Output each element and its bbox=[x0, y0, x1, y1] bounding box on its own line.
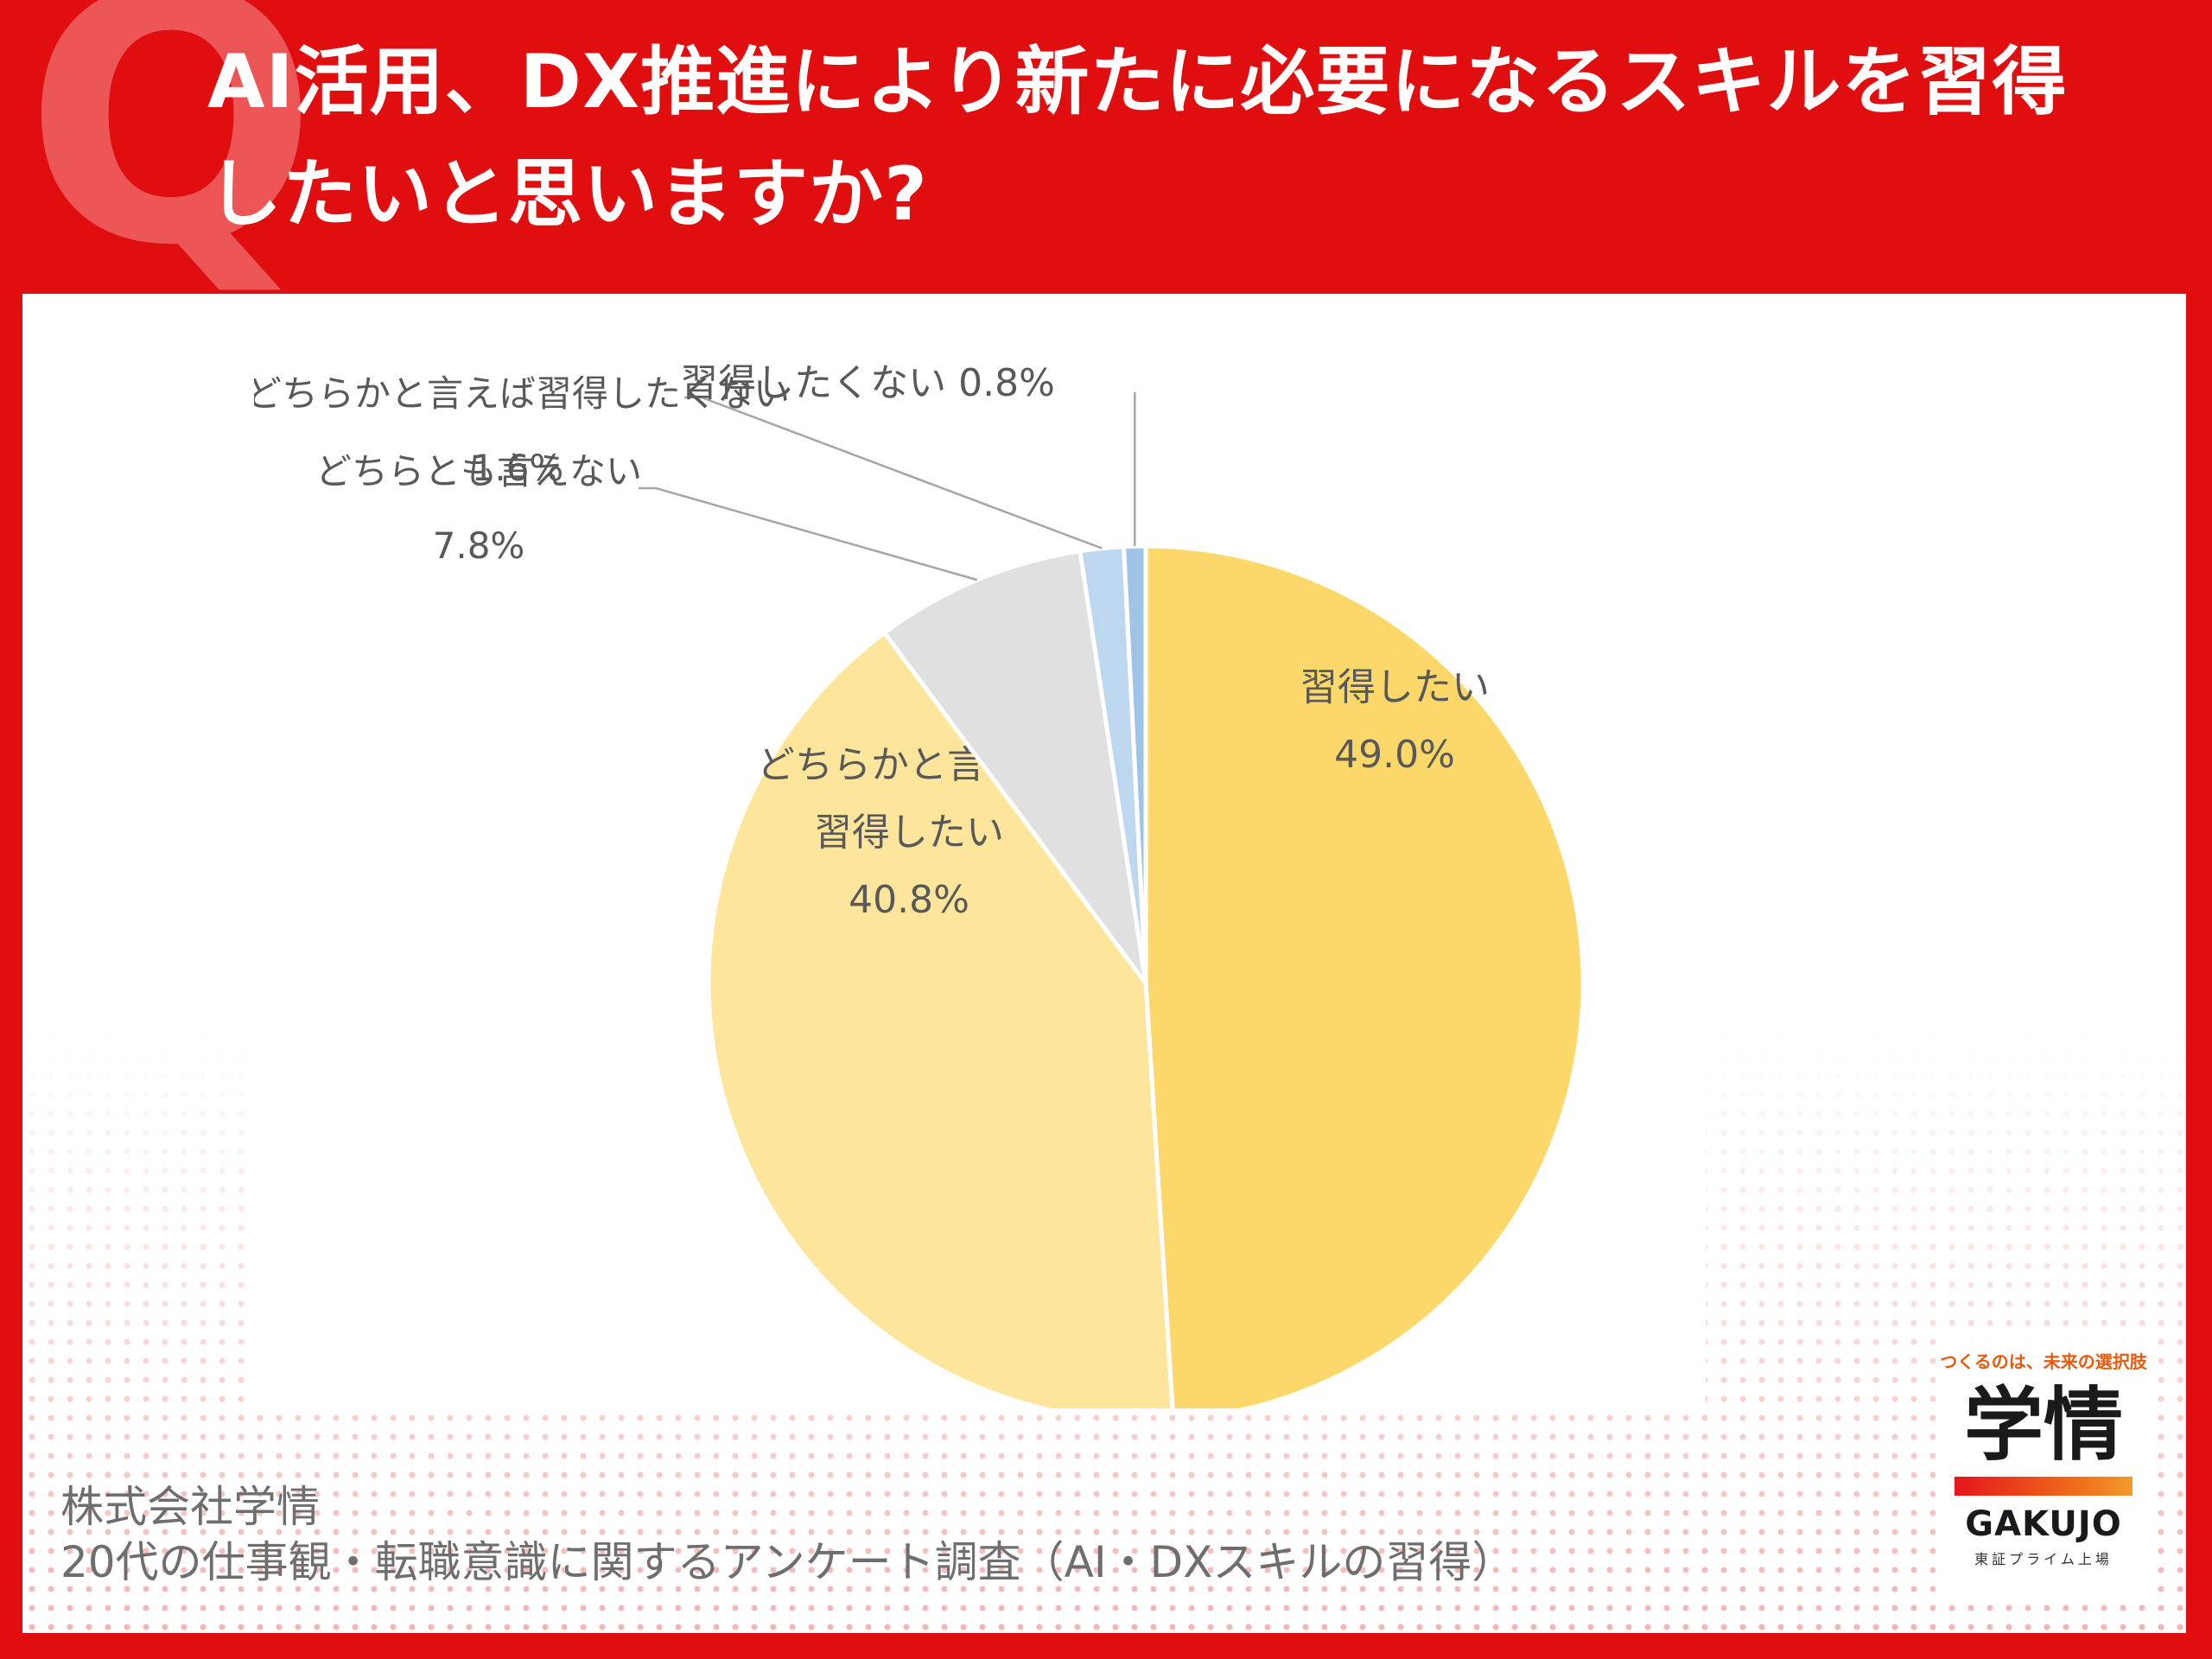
pie-chart: 習得したい49.0%どちらかと言えば習得したい40.8%どちらとも言えない7.8… bbox=[254, 361, 1586, 1408]
logo-gradient-bar bbox=[1955, 1477, 2133, 1496]
logo-kanji: 学情 bbox=[1963, 1379, 2123, 1471]
slice-category-label-dochiraka-shitai: 習得したい bbox=[814, 810, 1004, 855]
content-panel: 習得したい 49.0% どちらかと言えば 習得したい 40.8% どちらとも言えない 7.8… bbox=[22, 294, 2186, 1633]
q-mark: Q bbox=[24, 0, 319, 321]
question-line-2: したいと思いますか? bbox=[207, 151, 928, 238]
pie-chart-area: 習得したい 49.0% どちらかと言えば 習得したい 40.8% どちらとも言えない 7.8… bbox=[254, 354, 1706, 1408]
slice-value-label-shuutoku-shitai: 49.0% bbox=[1334, 733, 1455, 777]
slice-category-label-shuutoku-shitai: 習得したい bbox=[1300, 665, 1490, 709]
question-title: AI活用、DX推進により新たに必要になるスキルを習得 したいと思いますか? bbox=[207, 26, 2195, 251]
footer-source: 株式会社学情 20代の仕事観・転職意識に関するアンケート調査（AI・DXスキルの… bbox=[60, 1479, 1515, 1590]
slice-value-label-dochiraka-shitai: 40.8% bbox=[849, 878, 969, 922]
footer-survey: 20代の仕事観・転職意識に関するアンケート調査（AI・DXスキルの習得） bbox=[60, 1537, 1516, 1587]
logo-tagline: つくるのは、未来の選択肢 bbox=[1940, 1351, 2147, 1372]
gakujo-logo: つくるのは、未来の選択肢 学情 GAKUJO 東証プライム上場 bbox=[1936, 1339, 2152, 1599]
slice-category-label-dochira-tomo: どちらとも言えない bbox=[315, 450, 642, 493]
leader-line-dochiraka-shitakunai bbox=[684, 396, 1103, 550]
leader-line-dochira-tomo bbox=[639, 486, 978, 582]
slice-value-label-dochiraka-shitakunai: 1.6% bbox=[472, 447, 564, 489]
slice-category-label-dochiraka-shitakunai: どちらかと言えば習得したくない bbox=[254, 372, 790, 415]
question-line-1: AI活用、DX推進により新たに必要になるスキルを習得 bbox=[207, 39, 2068, 125]
pie-slice-shuutoku-shitai bbox=[1143, 543, 1586, 1408]
logo-listing: 東証プライム上場 bbox=[1974, 1551, 2113, 1567]
pie-slice-dochira-tomo bbox=[880, 548, 1148, 985]
slice-category-label-shuutoku-shitakunai: 習得したくない 0.8% bbox=[680, 361, 1055, 405]
slice-value-label-dochira-tomo: 7.8% bbox=[433, 524, 525, 567]
pie-slice-dochiraka-shitai bbox=[706, 629, 1175, 1408]
footer-company: 株式会社学情 bbox=[60, 1482, 320, 1532]
logo-brand: GAKUJO bbox=[1965, 1504, 2122, 1544]
